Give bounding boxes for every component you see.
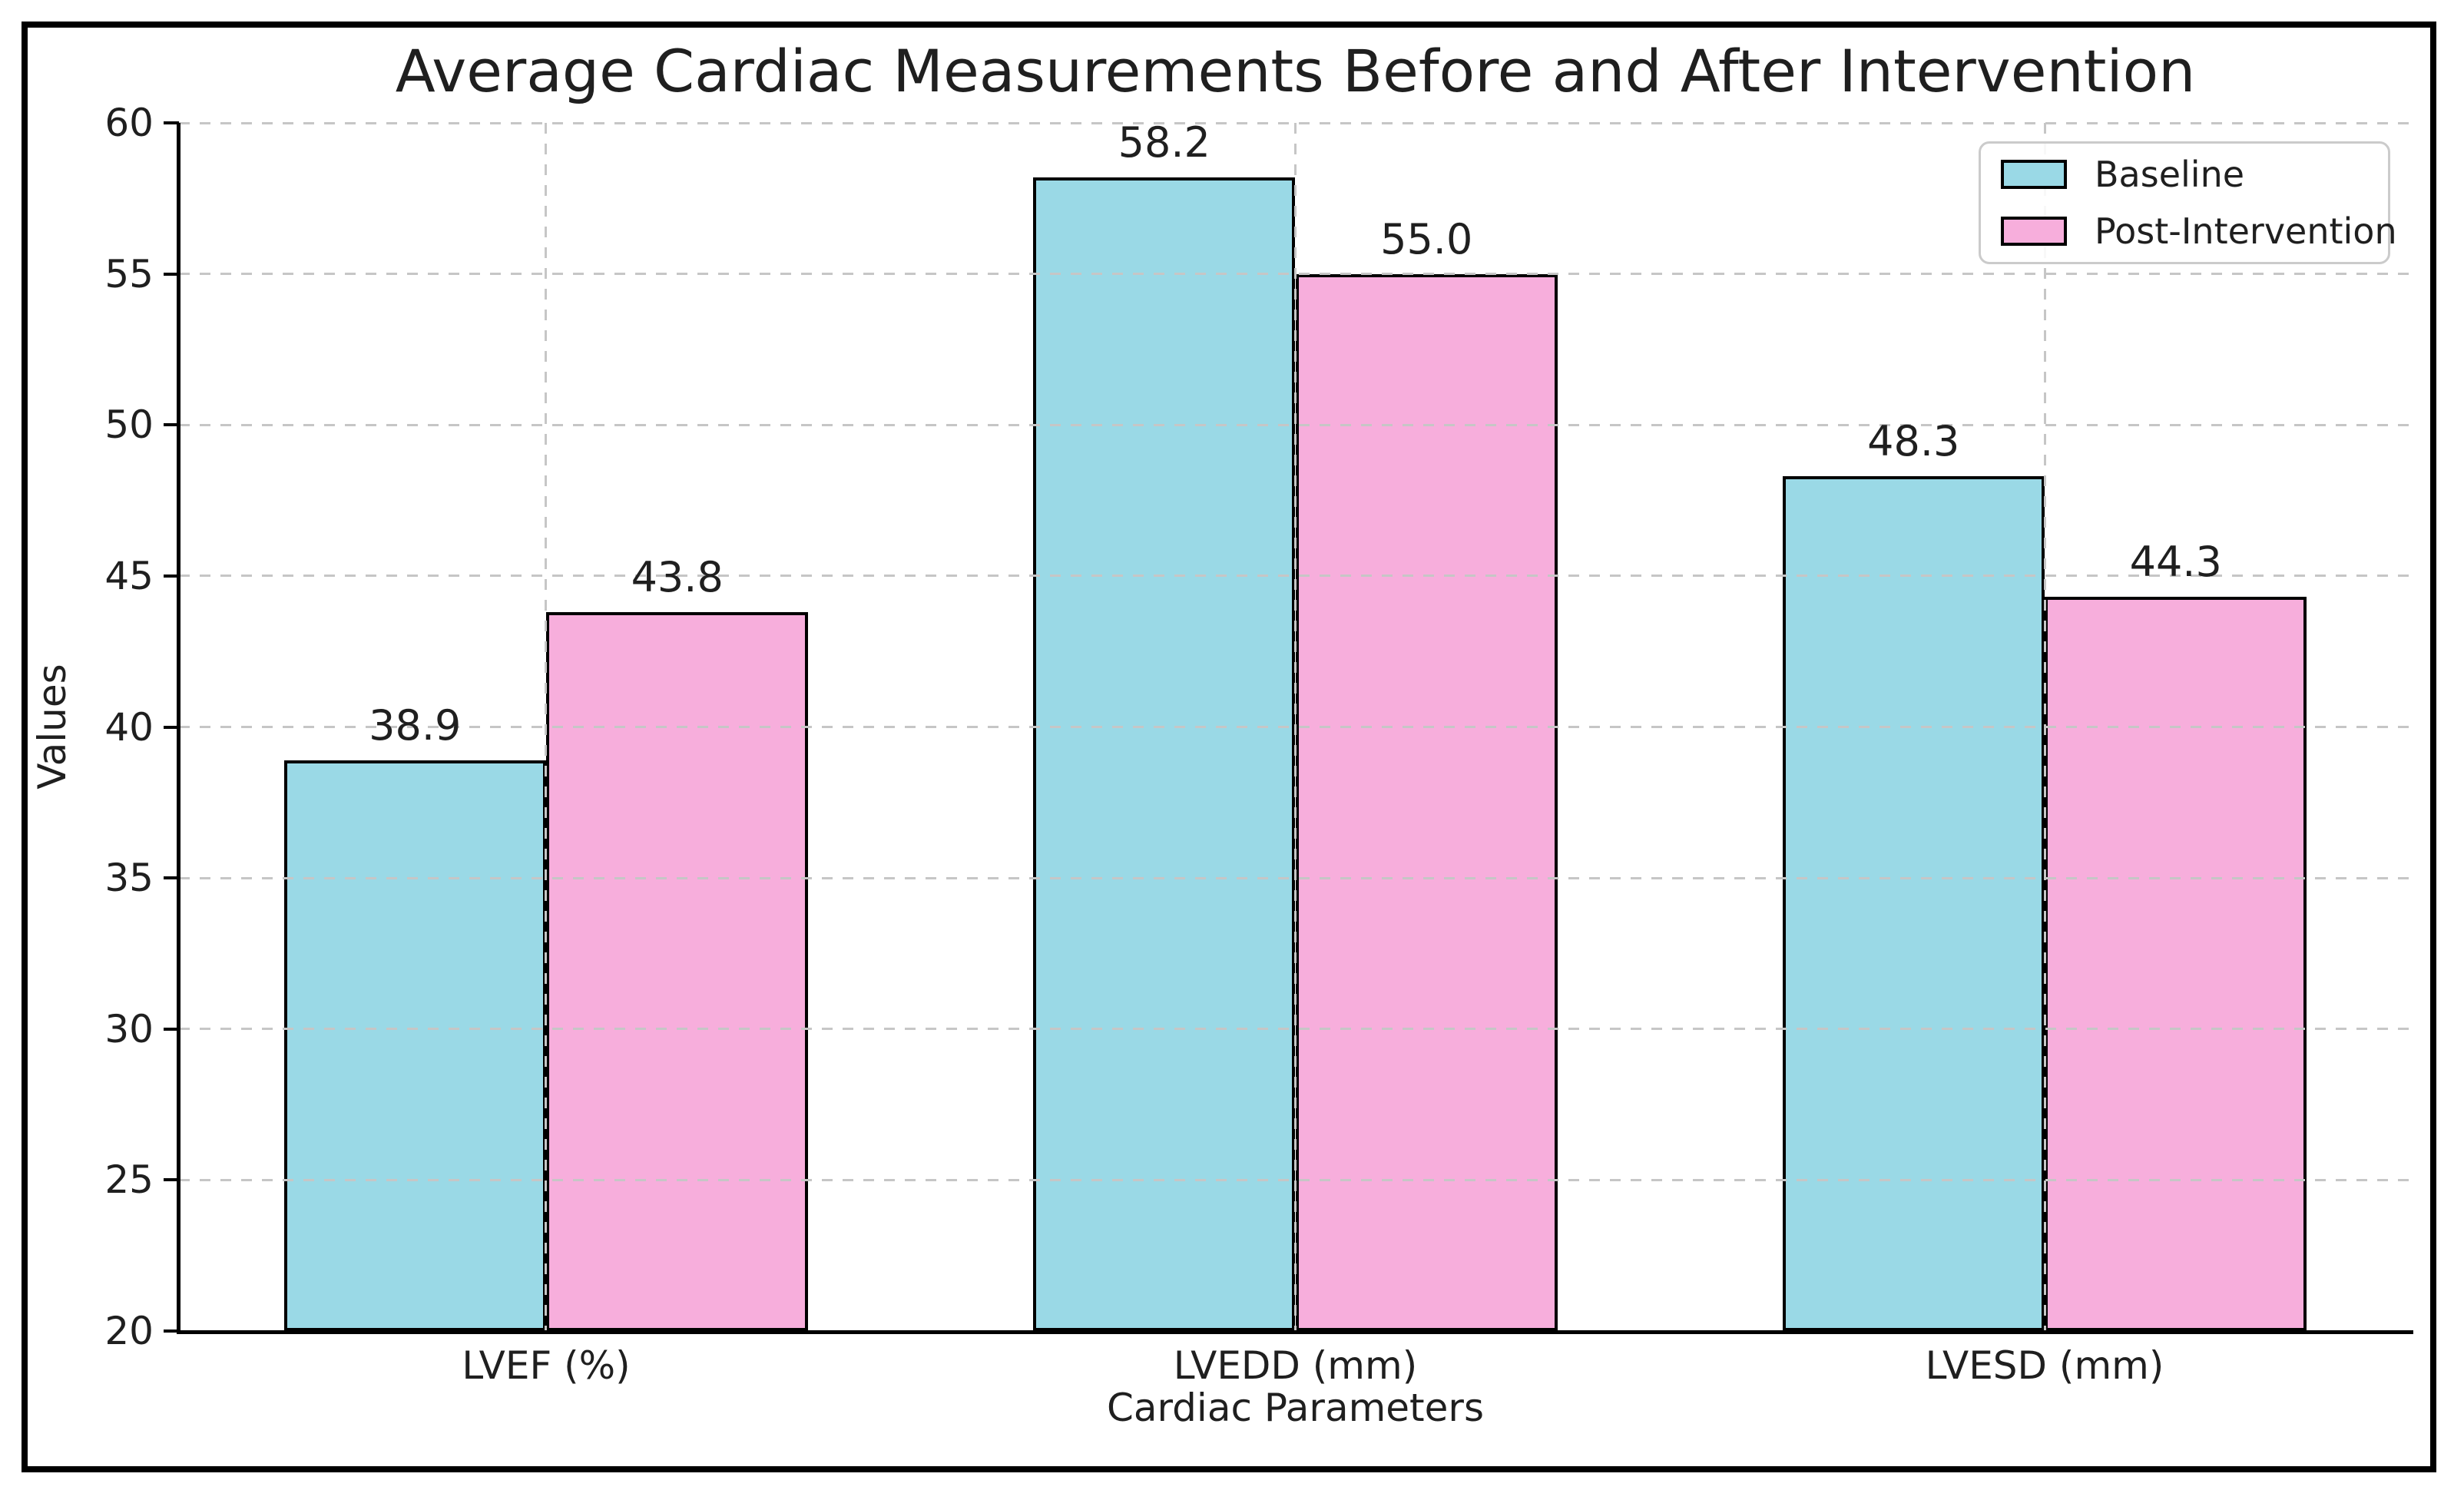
legend-entry-post-intervention: Post-Intervention [2001, 210, 2397, 252]
x-axis-spine [177, 1330, 2413, 1334]
bar-value-label: 43.8 [631, 553, 724, 602]
vertical-gridline [545, 123, 548, 1331]
y-tick-label: 35 [104, 856, 154, 901]
x-tick-label: LVEF (%) [462, 1343, 631, 1388]
legend-label: Post-Intervention [2095, 210, 2397, 252]
y-tick-label: 40 [104, 704, 154, 750]
y-tick-mark [164, 876, 179, 880]
x-tick-label: LVESD (mm) [1925, 1343, 2164, 1388]
x-axis-label: Cardiac Parameters [1106, 1386, 1485, 1430]
bar-post-intervention-2 [2045, 597, 2307, 1331]
y-tick-mark [164, 272, 179, 276]
legend: Baseline Post-Intervention [1979, 141, 2397, 264]
bar-value-label: 38.9 [369, 700, 462, 750]
y-tick-label: 55 [104, 251, 154, 296]
legend-label: Baseline [2095, 154, 2245, 195]
y-tick-label: 30 [104, 1006, 154, 1051]
y-tick-label: 45 [104, 553, 154, 598]
y-tick-mark [164, 1329, 179, 1333]
y-tick-label: 25 [104, 1157, 154, 1203]
bar-value-label: 58.2 [1118, 118, 1210, 167]
bar-value-label: 55.0 [1380, 214, 1473, 263]
x-tick-label: LVEDD (mm) [1173, 1343, 1418, 1388]
legend-entry-baseline: Baseline [2001, 154, 2388, 195]
plot-area: 38.9 58.2 48.3 43.8 55.0 44.3 LVEF (%) LVEDD (m… [179, 118, 2412, 1388]
vertical-gridline [1294, 123, 1297, 1331]
y-tick-mark [164, 1178, 179, 1182]
y-tick-mark [164, 423, 179, 427]
legend-swatch [2001, 217, 2067, 246]
bar-baseline-0 [283, 760, 546, 1331]
bar-post-intervention-1 [1295, 273, 1558, 1331]
y-tick-label: 20 [104, 1309, 154, 1353]
y-tick-mark [164, 725, 179, 729]
bar-value-label: 44.3 [2129, 538, 2222, 587]
bar-baseline-2 [1782, 476, 2045, 1331]
chart-title: Average Cardiac Measurements Before and … [395, 37, 2196, 105]
y-tick-mark [164, 121, 179, 124]
bar-post-intervention-0 [545, 612, 809, 1331]
y-tick-mark [164, 574, 179, 578]
y-tick-mark [164, 1027, 179, 1031]
bar-value-label: 48.3 [1867, 417, 1960, 466]
bar-baseline-1 [1033, 177, 1296, 1331]
y-tick-label: 50 [104, 402, 154, 448]
y-axis-spine [177, 123, 180, 1334]
legend-swatch [2001, 160, 2067, 189]
vertical-gridline [2043, 123, 2046, 1331]
y-tick-label: 60 [104, 101, 154, 145]
